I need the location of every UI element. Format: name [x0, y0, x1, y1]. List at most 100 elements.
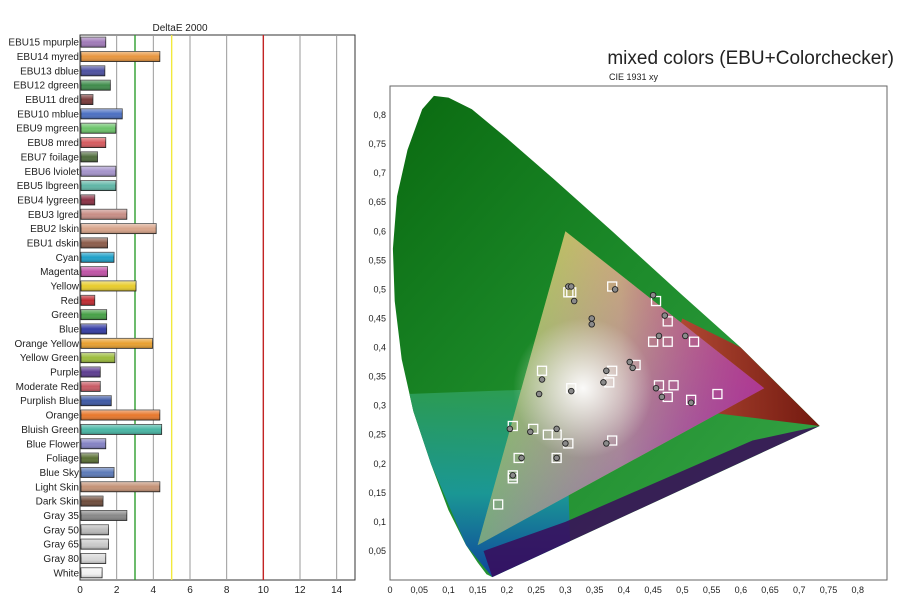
bar-highlight [81, 381, 101, 392]
cie-y-tick-label: 0,6 [373, 226, 386, 236]
cie-x-tick-label: 0,35 [586, 585, 604, 595]
bar-x-tick-labels: 0 2 4 6 8 10 12 14 [77, 585, 342, 596]
cie-y-tick-label: 0,7 [373, 168, 386, 178]
bar-x-tick-label: 8 [224, 585, 230, 596]
bar-highlight [81, 410, 160, 421]
bar-category-label: EBU6 lviolet [25, 167, 80, 178]
circle-point [687, 399, 695, 406]
circle-point [568, 387, 575, 395]
bar-category-label: EBU4 lygreen [17, 195, 79, 206]
bar-category-label: Gray 65 [43, 540, 79, 551]
bar-x-tick-label: 4 [151, 585, 157, 596]
measurement-points [493, 281, 723, 510]
square-point [712, 388, 723, 400]
bar-category-label: Purplish Blue [20, 396, 79, 407]
bar-category-label: EBU2 lskin [30, 224, 79, 235]
cie-y-tick-label: 0,4 [373, 343, 386, 353]
cie-chart-subtitle: CIE 1931 xy [609, 72, 659, 82]
cie-y-tick-label: 0,35 [368, 372, 386, 382]
bar-highlight [81, 280, 136, 292]
circle-point [562, 440, 569, 447]
circle-point [509, 472, 517, 479]
cie-y-tick-label: 0,2 [373, 459, 386, 469]
square-point [688, 336, 700, 347]
bar-category-label: EBU13 dblue [20, 66, 79, 77]
bar-highlight [81, 37, 106, 48]
bar-category-label: EBU1 dskin [27, 238, 79, 249]
white-point-glow [512, 318, 653, 459]
bar-highlight [81, 481, 160, 492]
cie-y-tick-label: 0,8 [373, 110, 386, 120]
bar-highlight [81, 266, 108, 277]
square-point [668, 380, 679, 391]
circle-point [588, 315, 595, 322]
bar-category-label: Gray 50 [43, 525, 79, 536]
bar-highlight [81, 166, 116, 177]
bar-category-label: Orange Yellow [15, 339, 80, 350]
cie-x-tick-label: 0,55 [703, 585, 721, 595]
bar-category-label: Gray 80 [43, 554, 79, 565]
bar-highlight [81, 467, 114, 478]
bar-category-labels: EBU15 mpurple EBU14 myred EBU13 dblue EBU12… [8, 38, 79, 580]
cie-x-tick-label: 0,6 [735, 585, 748, 595]
cie-x-tick-label: 0,45 [644, 585, 662, 595]
cie-y-tick-label: 0,15 [368, 488, 386, 498]
bar-highlight [81, 194, 95, 205]
cie-x-tick-label: 0,3 [559, 585, 572, 595]
bar-category-label: White [53, 568, 79, 579]
cie-x-tick-label: 0,4 [618, 585, 631, 595]
bar-category-label: Green [51, 310, 79, 321]
bar-highlight [81, 223, 157, 234]
bar-category-label: EBU15 mpurple [8, 38, 79, 49]
bar-highlight [81, 94, 93, 105]
bar-category-label: EBU14 myred [17, 52, 79, 63]
cie-y-tick-label: 0,75 [368, 139, 386, 149]
bar-highlight [81, 309, 107, 320]
bar-highlight [81, 338, 153, 349]
cie-y-tick-labels: 0,05 0,1 0,15 0,2 0,25 0,3 0,35 0,4 0,45 0,5 0,55 0… [368, 110, 386, 556]
square-point [507, 420, 518, 432]
bar-x-tick-label: 6 [187, 585, 193, 596]
bar-x-tick-label: 14 [331, 585, 343, 596]
bar-highlight [81, 424, 162, 435]
circle-point [652, 384, 660, 392]
circle-point [658, 393, 666, 401]
bar-highlight [81, 367, 101, 378]
circle-point [600, 379, 607, 386]
bar-category-label: Blue Flower [26, 439, 79, 450]
bar-highlight [81, 108, 123, 119]
cie-x-tick-label: 0,75 [820, 585, 838, 595]
bar-highlight [81, 51, 160, 62]
bar-highlight [81, 524, 109, 535]
circle-point [527, 428, 534, 436]
circle-point [518, 454, 525, 462]
bar-highlight [81, 65, 105, 76]
bar-category-label: EBU8 mred [27, 138, 79, 149]
bar-highlight [81, 123, 116, 134]
square-point [607, 281, 618, 292]
bar-marks [80, 36, 163, 579]
circle-point [629, 364, 636, 372]
circle-point [535, 390, 543, 398]
bar-category-label: Purple [50, 368, 79, 379]
bar-category-label: Red [61, 296, 79, 307]
cie-x-tick-label: 0,7 [793, 585, 806, 595]
cie-x-tick-label: 0,5 [676, 585, 689, 595]
bar-highlight [81, 252, 114, 263]
bar-highlight [81, 352, 115, 363]
cie-chart-title: mixed colors (EBU+Colorchecker) [607, 48, 894, 69]
square-point [551, 452, 562, 464]
circle-point [506, 425, 514, 433]
cie-x-tick-labels: 0 0,05 0,1 0,15 0,2 0,25 0,3 0,35 0,4 0,45 0,5 0,55… [387, 585, 864, 595]
circle-point [655, 332, 663, 340]
circle-point [553, 454, 560, 462]
bar-highlight [81, 209, 127, 220]
bar-highlight [81, 137, 106, 148]
bar-highlight [81, 180, 116, 191]
circle-point [568, 283, 575, 290]
bar-category-label: EBU12 dgreen [13, 81, 79, 92]
cie-x-tick-label: 0,25 [527, 585, 545, 595]
gamut-triangle [477, 231, 765, 546]
bar-highlight [81, 553, 106, 564]
bar-category-label: Foliage [46, 454, 79, 465]
